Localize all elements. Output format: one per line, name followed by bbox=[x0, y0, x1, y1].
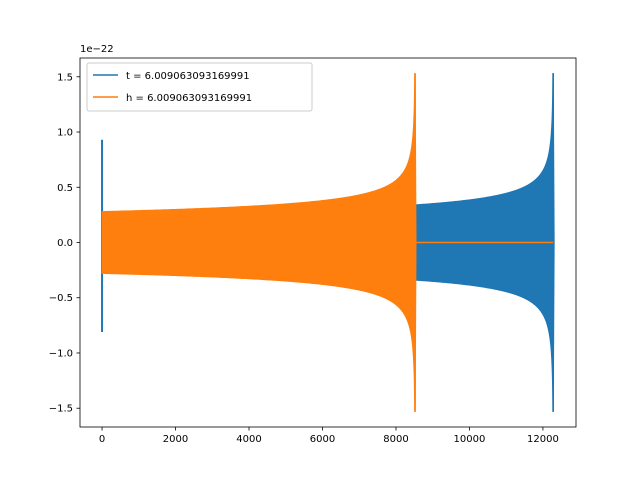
x-tick-label: 12000 bbox=[527, 434, 559, 445]
y-tick-label: 1.0 bbox=[57, 128, 73, 139]
y-offset-label: 1e−22 bbox=[80, 44, 114, 55]
series-layer bbox=[101, 72, 555, 413]
x-tick-label: 8000 bbox=[383, 434, 408, 445]
legend-box bbox=[86, 62, 313, 112]
y-tick-label: −1.5 bbox=[49, 404, 73, 415]
y-axis-ticks: −1.5 −1.0 −0.5 0.0 0.5 1.0 1.5 bbox=[49, 72, 80, 415]
y-tick-label: −0.5 bbox=[49, 293, 73, 304]
series-h bbox=[101, 72, 554, 413]
x-tick-label: 0 bbox=[99, 434, 105, 445]
legend: t = 6.009063093169991 h = 6.009063093169… bbox=[86, 62, 313, 112]
x-tick-label: 4000 bbox=[236, 434, 261, 445]
y-tick-label: −1.0 bbox=[49, 348, 73, 359]
x-tick-label: 2000 bbox=[163, 434, 188, 445]
y-tick-label: 0.0 bbox=[57, 238, 73, 249]
legend-label-t: t = 6.009063093169991 bbox=[126, 71, 250, 82]
series-h-band bbox=[101, 72, 417, 413]
legend-label-h: h = 6.009063093169991 bbox=[126, 93, 252, 104]
y-tick-label: 1.5 bbox=[57, 72, 73, 83]
x-tick-label: 10000 bbox=[454, 434, 486, 445]
x-tick-label: 6000 bbox=[310, 434, 335, 445]
y-tick-label: 0.5 bbox=[57, 183, 73, 194]
x-axis-ticks: 0 2000 4000 6000 8000 10000 12000 bbox=[99, 427, 559, 445]
